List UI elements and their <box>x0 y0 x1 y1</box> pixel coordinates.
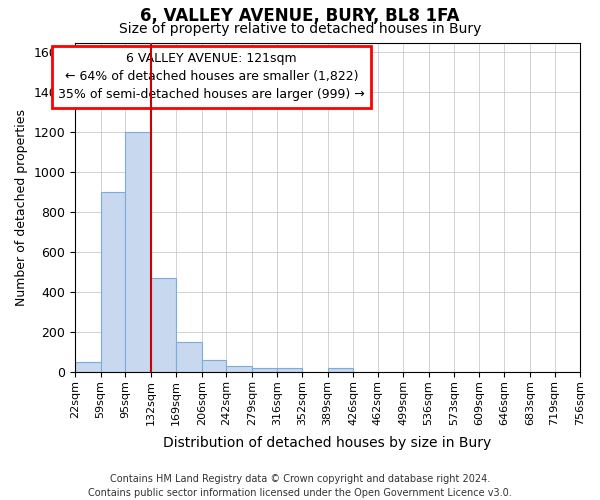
Text: Size of property relative to detached houses in Bury: Size of property relative to detached ho… <box>119 22 481 36</box>
Bar <box>277 368 302 372</box>
Bar <box>226 366 252 372</box>
Bar <box>125 132 151 372</box>
Bar <box>151 278 176 372</box>
Bar <box>176 342 202 372</box>
Bar <box>252 368 277 372</box>
Text: 6, VALLEY AVENUE, BURY, BL8 1FA: 6, VALLEY AVENUE, BURY, BL8 1FA <box>140 8 460 26</box>
X-axis label: Distribution of detached houses by size in Bury: Distribution of detached houses by size … <box>163 436 492 450</box>
Y-axis label: Number of detached properties: Number of detached properties <box>15 109 28 306</box>
Text: 6 VALLEY AVENUE: 121sqm
← 64% of detached houses are smaller (1,822)
35% of semi: 6 VALLEY AVENUE: 121sqm ← 64% of detache… <box>58 52 365 102</box>
Text: Contains HM Land Registry data © Crown copyright and database right 2024.
Contai: Contains HM Land Registry data © Crown c… <box>88 474 512 498</box>
Bar <box>101 192 125 372</box>
Bar <box>328 368 353 372</box>
Bar <box>75 362 101 372</box>
Bar <box>202 360 226 372</box>
